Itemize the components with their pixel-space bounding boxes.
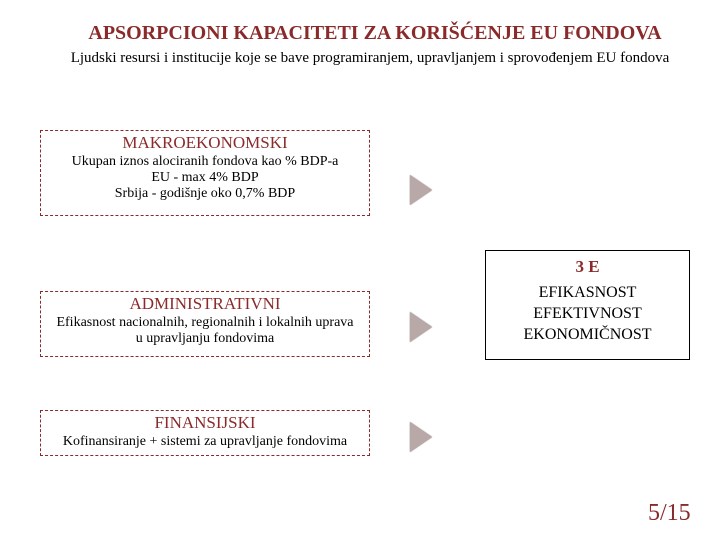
card-body: Kofinansiranje + sistemi za upravljanje …	[45, 434, 365, 450]
card-header: ADMINISTRATIVNI	[45, 294, 365, 314]
arrow-icon	[410, 422, 432, 452]
card-header: MAKROEKONOMSKI	[45, 133, 365, 153]
box-3e-header: 3 E	[490, 257, 685, 277]
card-body: Ukupan iznos alociranih fondova kao % BD…	[45, 154, 365, 202]
box-3e: 3 E EFIKASNOST EFEKTIVNOST EKONOMIČNOST	[485, 250, 690, 360]
card-body: Efikasnost nacionalnih, regionalnih i lo…	[45, 315, 365, 347]
arrow-icon	[410, 312, 432, 342]
card-administrativni: ADMINISTRATIVNI Efikasnost nacionalnih, …	[40, 291, 370, 357]
box-3e-body: EFIKASNOST EFEKTIVNOST EKONOMIČNOST	[490, 283, 685, 345]
arrow-icon	[410, 175, 432, 205]
page-subtitle: Ljudski resursi i institucije koje se ba…	[20, 50, 720, 67]
page-number: 5/15	[648, 500, 691, 527]
card-header: FINANSIJSKI	[45, 413, 365, 433]
page-title: APSORPCIONI KAPACITETI ZA KORIŠĆENJE EU …	[55, 22, 695, 45]
card-makroekonomski: MAKROEKONOMSKI Ukupan iznos alociranih f…	[40, 130, 370, 216]
card-finansijski: FINANSIJSKI Kofinansiranje + sistemi za …	[40, 410, 370, 456]
